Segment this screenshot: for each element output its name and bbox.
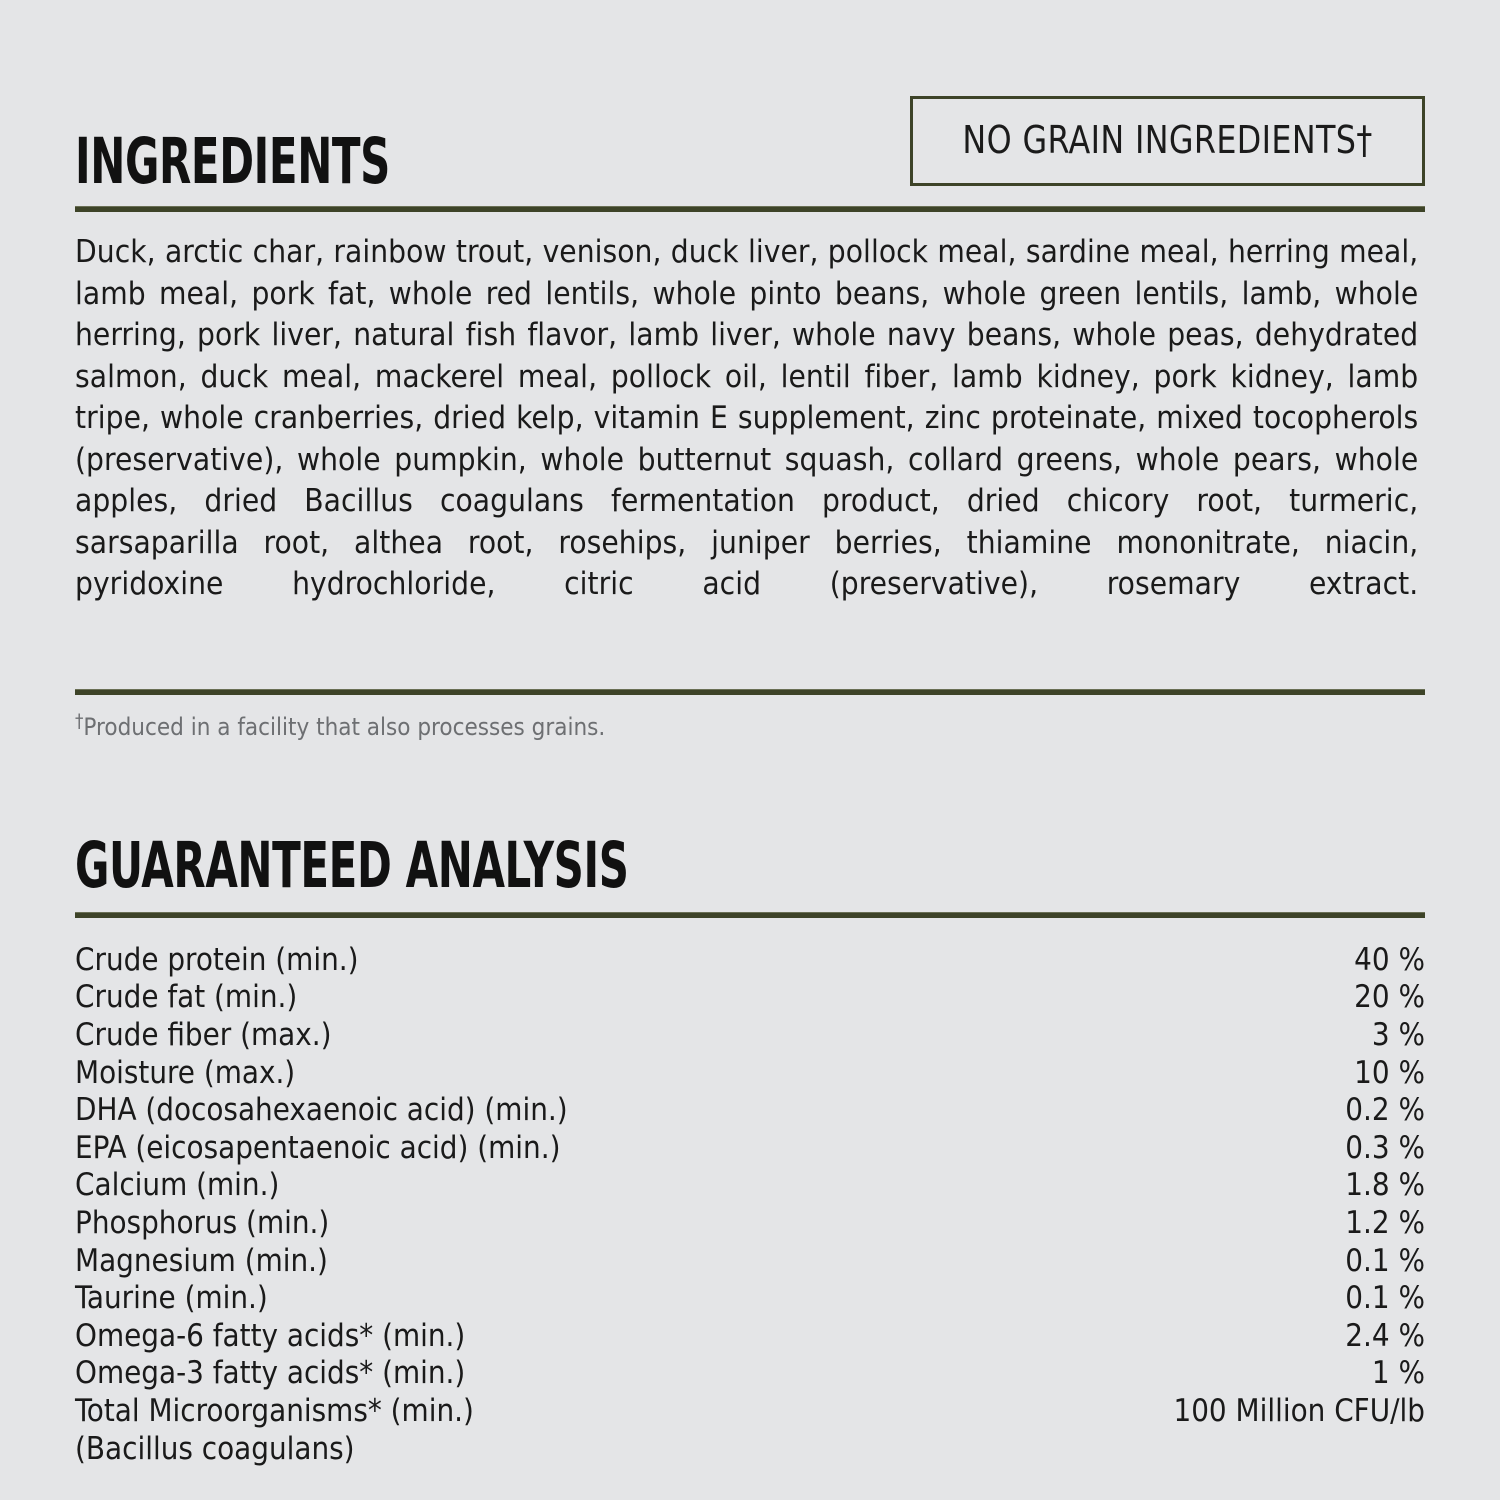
ingredients-divider (75, 206, 1425, 212)
footnote-text: Produced in a facility that also process… (83, 712, 606, 741)
analysis-nutrient-label: Omega-6 fatty acids* (min.) (75, 1317, 466, 1354)
analysis-nutrient-label: Crude fat (min.) (75, 979, 298, 1016)
table-row: Magnesium (min.) 0.1 % (75, 1243, 1425, 1281)
table-row: Omega-3 fatty acids* (min.) 1 % (75, 1355, 1425, 1393)
table-row: Calcium (min.) 1.8 % (75, 1167, 1425, 1205)
analysis-nutrient-value: 3 % (1371, 1017, 1425, 1054)
analysis-nutrient-label: Calcium (min.) (75, 1167, 280, 1204)
ingredients-header-row: INGREDIENTS NO GRAIN INGREDIENTS† (75, 0, 1425, 199)
table-row: EPA (eicosapentaenoic acid) (min.) 0.3 % (75, 1130, 1425, 1168)
analysis-nutrient-value: 100 Million CFU/lb (1173, 1392, 1425, 1429)
guaranteed-analysis-table: Crude protein (min.) 40 % Crude fat (min.)… (75, 942, 1425, 1468)
analysis-nutrient-value: 2.4 % (1345, 1317, 1425, 1354)
table-row: Crude fat (min.) 20 % (75, 979, 1425, 1017)
page-title: INGREDIENTS (75, 125, 391, 199)
analysis-nutrient-value: 1.8 % (1345, 1167, 1425, 1204)
table-row: Phosphorus (min.) 1.2 % (75, 1205, 1425, 1243)
analysis-nutrient-value: 40 % (1354, 941, 1425, 978)
table-row: (Bacillus coagulans) (75, 1431, 1425, 1469)
analysis-nutrient-value: 0.3 % (1345, 1129, 1425, 1166)
table-row: Moisture (max.) 10 % (75, 1055, 1425, 1093)
analysis-nutrient-value: 0.1 % (1345, 1242, 1425, 1279)
dagger-icon: † (75, 711, 84, 732)
analysis-nutrient-label: Crude protein (min.) (75, 941, 359, 978)
analysis-nutrient-label: (Bacillus coagulans) (75, 1430, 355, 1467)
analysis-nutrient-label: Total Microorganisms* (min.) (75, 1392, 474, 1429)
analysis-nutrient-label: Taurine (min.) (75, 1280, 268, 1317)
analysis-nutrient-label: Magnesium (min.) (75, 1242, 328, 1279)
analysis-nutrient-label: Crude fiber (max.) (75, 1017, 332, 1054)
analysis-nutrient-value: 0.1 % (1345, 1280, 1425, 1317)
analysis-nutrient-label: DHA (docosahexaenoic acid) (min.) (75, 1092, 568, 1129)
analysis-nutrient-value: 1 % (1371, 1355, 1425, 1392)
analysis-nutrient-label: Phosphorus (min.) (75, 1205, 330, 1242)
table-row: Crude fiber (max.) 3 % (75, 1017, 1425, 1055)
ingredients-text: Duck, arctic char, rainbow trout, veniso… (75, 234, 1419, 602)
footnote-divider (75, 689, 1425, 695)
no-grain-badge: NO GRAIN INGREDIENTS† (909, 96, 1425, 186)
guaranteed-analysis-title: GUARANTEED ANALYSIS (75, 829, 629, 903)
table-row: DHA (docosahexaenoic acid) (min.) 0.2 % (75, 1092, 1425, 1130)
ingredients-footnote: †Produced in a facility that also proces… (75, 707, 1425, 742)
analysis-nutrient-value: 20 % (1354, 979, 1425, 1016)
analysis-nutrient-label: Omega-3 fatty acids* (min.) (75, 1355, 466, 1392)
analysis-nutrient-value: 0.2 % (1345, 1092, 1425, 1129)
analysis-nutrient-value: 10 % (1354, 1054, 1425, 1091)
table-row: Crude protein (min.) 40 % (75, 942, 1425, 980)
guaranteed-analysis-header-row: GUARANTEED ANALYSIS (75, 742, 1425, 903)
analysis-nutrient-label: Moisture (max.) (75, 1054, 296, 1091)
table-row: Omega-6 fatty acids* (min.) 2.4 % (75, 1318, 1425, 1356)
no-grain-badge-label: NO GRAIN INGREDIENTS† (962, 118, 1373, 162)
guaranteed-analysis-divider (75, 911, 1425, 918)
analysis-nutrient-label: EPA (eicosapentaenoic acid) (min.) (75, 1129, 561, 1166)
table-row: Taurine (min.) 0.1 % (75, 1280, 1425, 1318)
analysis-nutrient-value (969, 1431, 1425, 1469)
table-row: Total Microorganisms* (min.) 100 Million … (75, 1393, 1425, 1431)
analysis-nutrient-value: 1.2 % (1345, 1205, 1425, 1242)
